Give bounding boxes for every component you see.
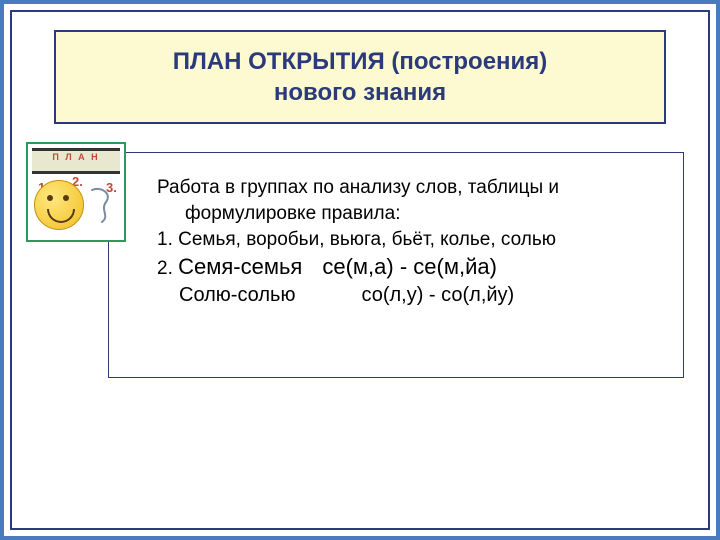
- list-item-2: 2. Семя-семья се(м,а) - се(м,йа): [157, 252, 669, 282]
- list-item-2b: Солю-солью со(л,у) - со(л,йу): [157, 282, 669, 309]
- item2b-phon: со(л,у) - со(л,йу): [361, 284, 514, 306]
- title-line-1: ПЛАН ОТКРЫТИЯ (построения): [66, 46, 654, 77]
- list-item-1: 1. Семья, воробьи, вьюга, бьёт, колье, с…: [157, 227, 669, 253]
- plan-label: П Л А Н: [32, 152, 120, 162]
- content-text-box: Работа в группах по анализу слов, таблиц…: [108, 152, 684, 378]
- item2-prefix: 2.: [157, 258, 178, 279]
- outer-frame: ПЛАН ОТКРЫТИЯ (построения) нового знания…: [0, 0, 720, 540]
- filmstrip-icon: П Л А Н: [32, 148, 120, 174]
- intro-line-2: формулировке правила:: [157, 201, 669, 227]
- item2-pair: Семя-семья: [178, 254, 302, 279]
- plan-thumbnail: П Л А Н 1. 2. 3.: [26, 142, 126, 242]
- smiley-icon: [34, 180, 84, 230]
- intro-line-2-text: формулировке правила:: [157, 201, 401, 227]
- inner-frame: ПЛАН ОТКРЫТИЯ (построения) нового знания…: [10, 10, 710, 530]
- swirl-icon: [88, 186, 116, 224]
- intro-line-1: Работа в группах по анализу слов, таблиц…: [157, 175, 669, 201]
- item2b-pair: Солю-солью: [179, 284, 295, 306]
- title-box: ПЛАН ОТКРЫТИЯ (построения) нового знания: [54, 30, 666, 124]
- item2-phon: се(м,а) - се(м,йа): [322, 254, 497, 279]
- title-line-2: нового знания: [66, 77, 654, 108]
